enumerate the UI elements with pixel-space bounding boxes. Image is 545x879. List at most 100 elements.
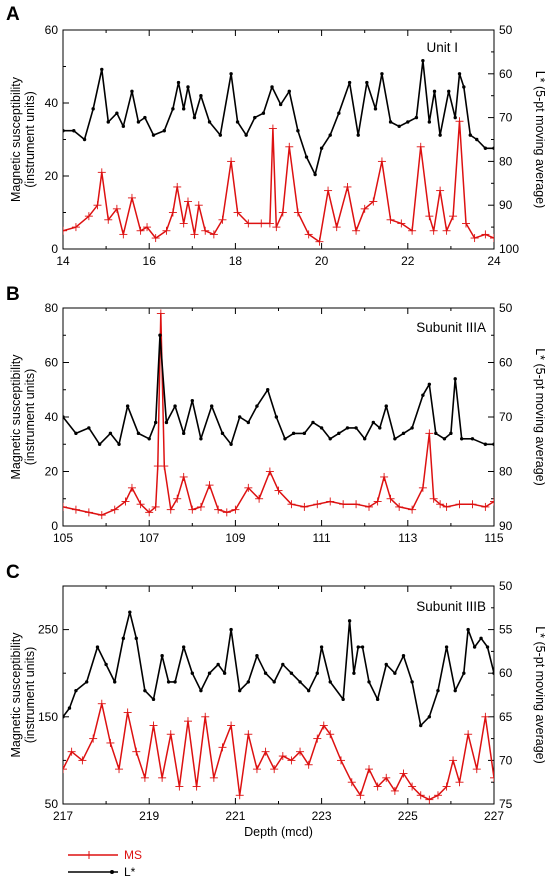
lstar-marker xyxy=(125,404,130,408)
ms-marker xyxy=(425,429,434,438)
ms-marker xyxy=(235,791,244,800)
ms-marker xyxy=(347,778,356,787)
ms-marker xyxy=(188,505,197,514)
lstar-marker xyxy=(462,671,466,675)
ms-marker xyxy=(115,765,124,774)
ms-marker xyxy=(464,730,473,739)
ms-marker xyxy=(436,186,445,195)
panel-a: A Unit I 14 16 18 20 22 24 0 20 40 60 50 60 70 80 90 100 M… xyxy=(6,4,545,268)
ms-marker xyxy=(433,791,442,800)
ms-marker xyxy=(183,717,192,726)
panel-c: C Subunit IIIB 217 219 221 223 225 227 50 150 250 5… xyxy=(6,562,545,839)
lstar-marker xyxy=(453,377,457,381)
lstar-marker xyxy=(492,146,494,150)
lstar-marker xyxy=(104,662,108,667)
ms-marker xyxy=(449,212,458,221)
ms-marker xyxy=(67,747,76,756)
ms-marker xyxy=(162,226,171,235)
y-left-tick-label: 50 xyxy=(45,797,59,811)
ms-marker xyxy=(470,234,479,243)
ms-marker xyxy=(442,226,451,235)
lstar-marker xyxy=(209,404,214,408)
ms-marker xyxy=(222,508,231,517)
ms-marker xyxy=(442,782,451,791)
ms-marker xyxy=(490,773,494,782)
lstar-marker xyxy=(483,146,488,150)
lstar-marker xyxy=(253,115,257,120)
ms-marker xyxy=(481,502,490,511)
y-left-tick-label: 20 xyxy=(45,169,59,183)
ms-marker xyxy=(425,795,434,804)
ms-marker xyxy=(365,765,374,774)
ms-marker xyxy=(121,497,130,506)
ms-marker xyxy=(365,502,374,511)
lstar-marker xyxy=(347,80,352,85)
ms-marker xyxy=(166,730,175,739)
ms-marker xyxy=(132,747,141,756)
lstar-marker xyxy=(220,431,225,436)
x-tick-label: 223 xyxy=(312,809,332,823)
ms-marker xyxy=(194,201,203,210)
panel-b: B Subunit IIIA 105 107 109 111 113 115 0 20 40 60 80… xyxy=(6,284,545,545)
x-tick-label: 20 xyxy=(315,254,329,268)
ms-marker xyxy=(268,124,277,133)
lstar-marker xyxy=(281,662,285,667)
lstar-marker xyxy=(352,671,356,675)
x-tick-label: 24 xyxy=(487,254,501,268)
lstar-marker xyxy=(459,437,464,441)
y-left-axis-title-line: (instrument units) xyxy=(23,647,37,744)
lstar-marker xyxy=(436,688,440,693)
y-right-tick-label: 65 xyxy=(499,710,513,724)
ms-marker xyxy=(244,483,253,492)
ms-marker xyxy=(287,756,296,765)
lstar-marker xyxy=(298,680,302,684)
lstar-marker xyxy=(406,120,410,124)
ms-marker xyxy=(160,462,169,471)
lstar-marker xyxy=(218,133,223,137)
ms-marker xyxy=(201,226,210,235)
lstar-marker xyxy=(302,431,307,436)
y-left-tick-label: 150 xyxy=(38,710,58,724)
ms-marker xyxy=(429,494,438,503)
ms-marker xyxy=(233,208,242,217)
ms-marker xyxy=(386,494,395,503)
lstar-marker xyxy=(216,662,220,667)
lstar-marker xyxy=(63,715,65,719)
ms-series xyxy=(63,699,494,804)
ms-marker xyxy=(257,219,266,228)
y-right-tick-label: 70 xyxy=(499,111,513,125)
ms-marker xyxy=(319,721,328,730)
ms-marker xyxy=(481,230,490,239)
x-tick-label: 18 xyxy=(229,254,243,268)
ms-line xyxy=(63,120,494,243)
lstar-marker xyxy=(421,58,425,63)
lstar-marker xyxy=(328,437,332,441)
lstar-marker xyxy=(289,671,294,675)
lstar-marker xyxy=(393,671,397,675)
ms-marker xyxy=(356,791,365,800)
lstar-marker xyxy=(72,129,76,133)
panel-letter: A xyxy=(6,4,20,25)
x-tick-label: 107 xyxy=(139,531,159,545)
lstar-marker xyxy=(347,619,352,623)
ms-marker xyxy=(93,201,102,210)
ms-marker xyxy=(278,752,287,761)
lstar-marker xyxy=(306,688,311,693)
lstar-marker xyxy=(134,636,138,641)
ms-marker xyxy=(156,309,165,318)
lstar-series xyxy=(63,58,494,177)
y-right-tick-label: 100 xyxy=(499,242,519,256)
ms-marker xyxy=(151,234,160,243)
ms-marker xyxy=(119,230,128,239)
ms-marker xyxy=(490,234,494,243)
ms-marker xyxy=(127,193,136,202)
lstar-marker xyxy=(274,415,279,419)
y-left-axis-title-line: (instrument units) xyxy=(23,369,37,466)
lstar-marker xyxy=(375,697,380,702)
ms-marker xyxy=(84,508,93,517)
ms-marker xyxy=(304,230,313,239)
ms-marker xyxy=(304,760,313,769)
lstar-marker xyxy=(121,124,126,129)
x-tick-label: 217 xyxy=(53,809,73,823)
lstar-marker xyxy=(108,431,113,436)
